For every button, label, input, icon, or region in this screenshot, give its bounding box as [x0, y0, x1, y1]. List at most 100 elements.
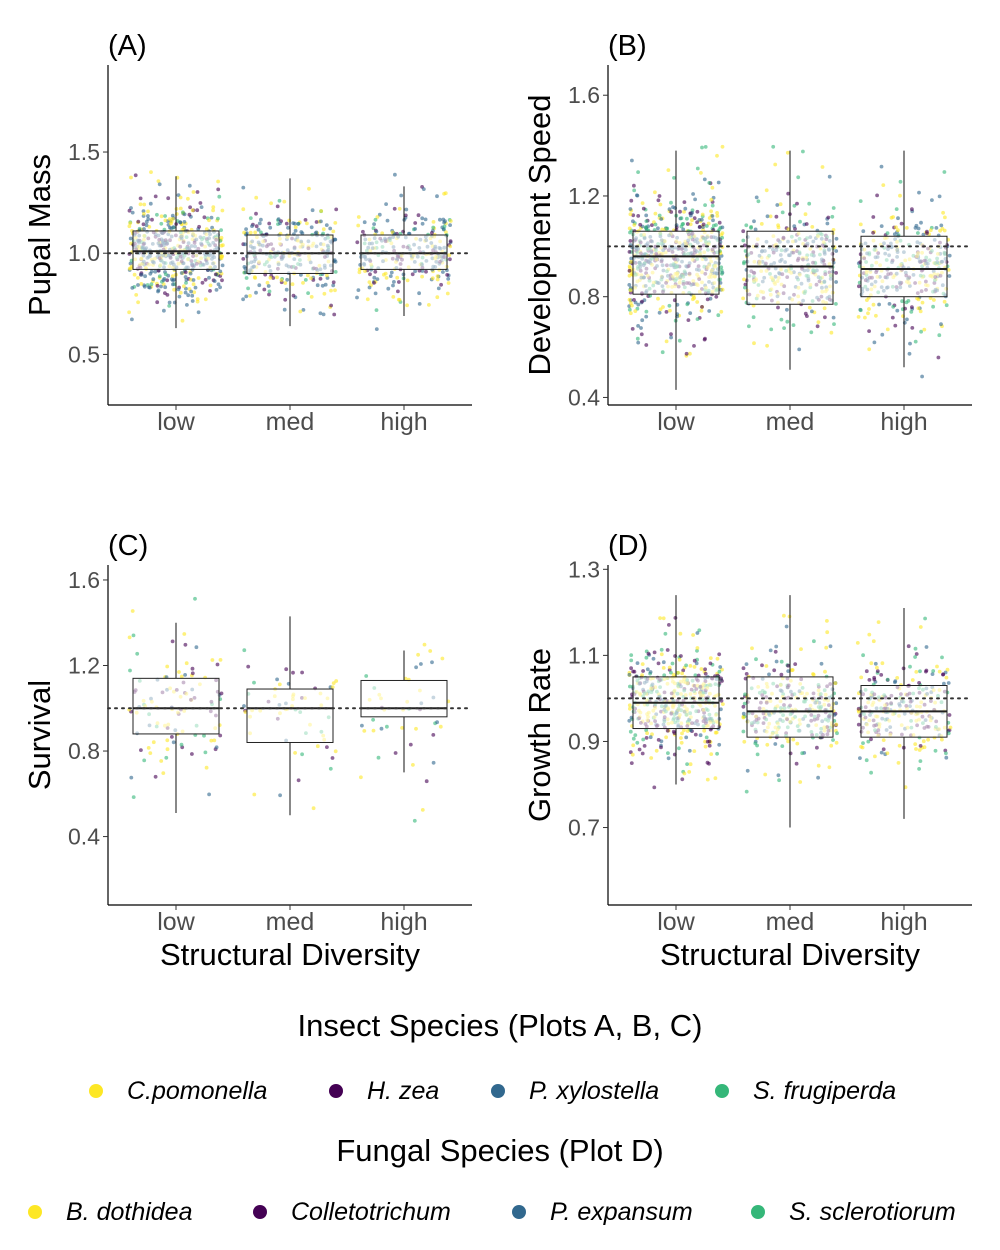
data-point [279, 278, 284, 282]
data-point [153, 774, 158, 779]
data-point [448, 244, 453, 249]
data-point [641, 669, 645, 673]
data-point [719, 309, 724, 314]
data-point [359, 775, 363, 780]
data-point [148, 751, 153, 755]
data-point [130, 317, 134, 322]
data-point [315, 283, 320, 288]
data-point [704, 735, 709, 740]
data-point [285, 277, 290, 282]
data-point [325, 273, 329, 278]
data-point [207, 792, 212, 797]
data-point [775, 203, 780, 207]
data-point [300, 752, 304, 757]
y-tick-label: 0.7 [568, 815, 600, 841]
y-axis-title: Growth Rate [522, 648, 557, 822]
data-point [924, 668, 929, 673]
data-point [656, 296, 660, 301]
data-point [906, 299, 911, 303]
data-point [334, 679, 339, 683]
data-point [416, 652, 420, 657]
data-point [796, 175, 801, 180]
data-point [710, 203, 715, 208]
data-point [791, 737, 796, 742]
data-point [397, 206, 402, 211]
data-point [786, 191, 791, 196]
data-point [685, 302, 690, 307]
data-point [695, 166, 700, 171]
data-point [872, 675, 877, 680]
data-point [651, 656, 656, 661]
data-point [653, 211, 658, 216]
data-point [150, 217, 154, 222]
data-point [691, 294, 696, 298]
data-point [679, 740, 684, 745]
data-point [705, 760, 710, 765]
data-point [188, 205, 193, 210]
data-point [414, 665, 418, 670]
data-point [825, 619, 829, 623]
data-point [424, 269, 428, 274]
data-point [413, 227, 417, 231]
y-tick-label: 1.6 [568, 82, 600, 108]
data-point [143, 274, 148, 279]
data-point [898, 179, 903, 184]
data-point [321, 231, 325, 236]
data-point [254, 224, 259, 229]
box-iqr [360, 234, 448, 270]
data-point [645, 731, 649, 736]
data-point [644, 655, 649, 660]
data-point [628, 311, 633, 316]
data-point [874, 313, 878, 318]
data-point [877, 302, 881, 307]
data-point [130, 210, 135, 215]
data-point [644, 736, 649, 740]
data-point [203, 297, 208, 302]
y-tick-label: 0.9 [568, 728, 600, 754]
data-point [628, 301, 633, 305]
data-point [283, 281, 288, 285]
data-point [248, 230, 253, 235]
data-point [165, 664, 170, 669]
data-point [293, 225, 298, 230]
data-point [282, 199, 287, 204]
data-point [142, 211, 146, 216]
box-high [860, 150, 948, 368]
data-point [246, 664, 251, 669]
data-point [392, 280, 396, 284]
data-point [628, 239, 633, 243]
data-point [824, 645, 829, 650]
data-point [688, 351, 692, 356]
data-point [442, 224, 447, 229]
data-point [431, 225, 436, 230]
data-point [169, 221, 173, 226]
panel-label: (A) [108, 30, 147, 62]
x-tick-label: med [766, 908, 815, 936]
data-point [913, 742, 918, 746]
data-point [881, 738, 886, 742]
box-med [246, 616, 334, 816]
box-iqr [132, 677, 220, 735]
data-point [328, 766, 333, 771]
data-point [318, 276, 323, 281]
data-point [204, 227, 209, 232]
data-point [753, 227, 758, 232]
data-point [170, 213, 175, 218]
data-point [284, 667, 289, 672]
data-point [917, 748, 922, 752]
data-point [203, 750, 208, 755]
data-point [797, 347, 802, 352]
data-point [630, 327, 635, 331]
data-point [217, 194, 222, 199]
data-point [169, 277, 174, 282]
data-point [136, 283, 140, 287]
data-point [446, 281, 451, 285]
data-point [218, 733, 223, 738]
data-point [677, 657, 682, 662]
data-point [947, 253, 952, 258]
data-point [649, 756, 654, 760]
data-point [641, 737, 646, 742]
data-point [168, 225, 172, 230]
data-point [629, 658, 634, 663]
box-low [632, 150, 720, 390]
